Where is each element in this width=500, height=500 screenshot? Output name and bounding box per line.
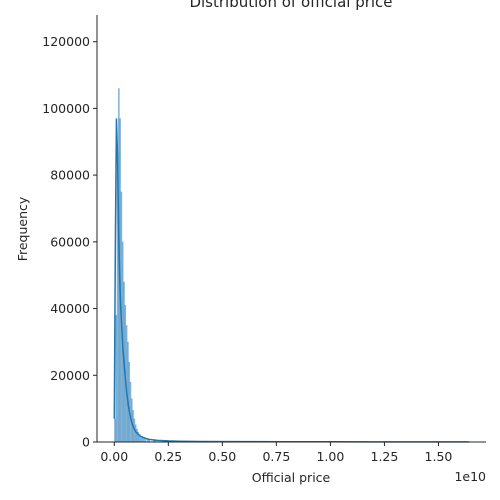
- y-tick-label: 80000: [50, 168, 90, 183]
- histogram-bar: [114, 418, 116, 443]
- x-tick-label: 0.75: [262, 449, 290, 464]
- histogram-bar: [128, 361, 130, 443]
- x-axis-offset-label: 1e10: [454, 469, 486, 484]
- y-tick-label: 120000: [42, 34, 90, 49]
- x-tick-label: 1.00: [316, 449, 344, 464]
- kde-line: [113, 118, 469, 443]
- chart-title: Distribution of official price: [189, 0, 392, 11]
- histogram-bar: [136, 428, 138, 443]
- y-tick-label: 40000: [50, 301, 90, 316]
- y-tick-label: 0: [82, 435, 90, 450]
- y-axis-ticks: 0 20000 40000 60000 80000 100000 120000: [42, 34, 97, 450]
- y-tick-label: 60000: [50, 234, 90, 249]
- histogram-bar: [115, 315, 118, 443]
- x-tick-label: 0.00: [100, 449, 128, 464]
- x-axis-label: Official price: [252, 470, 331, 485]
- y-tick-label: 100000: [42, 101, 90, 116]
- y-axis-label: Frequency: [15, 196, 30, 261]
- x-axis-ticks: 0.00 0.25 0.50 0.75 1.00 1.25 1.50: [100, 442, 452, 464]
- y-tick-label: 20000: [50, 368, 90, 383]
- x-tick-label: 1.25: [371, 449, 399, 464]
- x-tick-label: 0.50: [208, 449, 236, 464]
- x-tick-label: 1.50: [425, 449, 453, 464]
- x-tick-label: 0.25: [154, 449, 182, 464]
- histogram-bars: [114, 88, 471, 443]
